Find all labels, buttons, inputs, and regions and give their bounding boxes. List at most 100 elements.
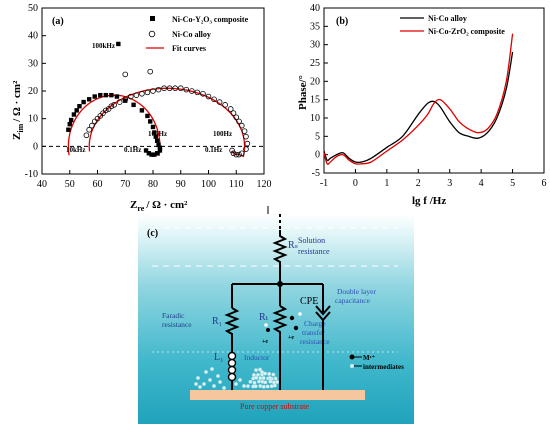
data-point-alloy	[155, 86, 162, 93]
deposit-particle	[271, 380, 276, 385]
data-point-composite	[153, 134, 158, 139]
deposit-particle	[209, 367, 214, 372]
data-points	[66, 41, 251, 158]
data-point-alloy	[233, 151, 240, 158]
electron-label-2: +e	[288, 335, 294, 341]
nyquist-plot: (a) 40 50 60 70 80 90 100 110 120-1001020304050 …	[11, 3, 272, 213]
data-point-composite	[145, 113, 150, 119]
deposit-particle	[193, 382, 198, 387]
deposit-particle	[267, 371, 272, 376]
data-point-composite	[109, 92, 114, 98]
y-axis-label-a-main: Z	[11, 133, 23, 140]
data-point-alloy	[194, 89, 201, 96]
y-tick-label: 25	[310, 58, 320, 69]
data-point-alloy	[133, 92, 140, 98]
faradic-label-1: Faradic	[162, 311, 185, 320]
series-line-composite	[323, 33, 514, 166]
intermediates-legend-dot	[350, 364, 354, 368]
data-point-alloy	[83, 132, 90, 139]
data-point-alloy	[227, 106, 234, 112]
data-point-alloy	[183, 86, 190, 93]
data-point-alloy	[177, 85, 184, 92]
y-tick-label: 15	[310, 95, 320, 106]
y-tick-label: 10	[310, 113, 320, 124]
r1-resistor	[224, 307, 240, 352]
deposit-particle	[197, 385, 202, 390]
anno-0p1hz-left: 0.1Hz	[124, 146, 141, 154]
data-point-alloy	[243, 146, 249, 152]
electrolyte-background	[138, 214, 414, 424]
x-tick-label: 40	[37, 179, 47, 190]
legend-b: Ni-Co alloy Ni-Co-ZrO₂ composite	[400, 14, 505, 36]
legend-a-entry-1: Ni-Co-Y₂O₃ composite	[172, 15, 249, 24]
plot-b-frame	[323, 7, 545, 174]
plot-a-ticks: 40 50 60 70 80 90 100 110 120 -10 0 10 20 30 40 50	[25, 3, 272, 190]
data-point-composite	[154, 138, 160, 143]
deposit-particle	[273, 376, 278, 381]
data-point-composite	[92, 94, 97, 99]
deposit-particle	[195, 376, 200, 381]
data-point-composite	[114, 94, 120, 99]
legend-b-entry-1: Ni-Co alloy	[428, 14, 467, 23]
rt-resistor	[272, 305, 288, 390]
electron-label-1: +e	[262, 339, 268, 345]
anno-0p1hz-right: 0.1Hz	[205, 146, 222, 154]
data-point-composite	[103, 92, 109, 98]
l1-label: L₁	[214, 352, 224, 363]
deposit-particle	[211, 384, 216, 389]
data-point-composite	[71, 112, 77, 117]
x-tick-label: 100	[201, 179, 216, 190]
substrate-label: Pure copper substrate	[240, 402, 309, 411]
copper-substrate	[190, 390, 365, 400]
data-point-composite	[152, 152, 157, 157]
deposit-particle	[201, 382, 206, 387]
data-point-composite	[139, 108, 145, 113]
data-point-composite	[123, 98, 128, 103]
data-point-alloy	[128, 93, 134, 100]
panel-b-label: (b)	[336, 16, 348, 27]
deposit-particle	[254, 375, 259, 380]
cpe-label: CPE	[300, 296, 318, 307]
x-axis-label-b: lg f /Hz	[412, 195, 446, 207]
ion-dot	[298, 312, 302, 316]
deposit-particles	[193, 367, 280, 391]
deposit-particle	[271, 372, 276, 377]
data-point-composite	[131, 102, 136, 108]
y-axis-label-a-rest: / Ω · cm²	[11, 80, 23, 123]
phase-plot: (b) -1 0 1 2 3 4 5 6 -5 0 5 10 15 20 25 30 35 40 Ni-Co al…	[297, 3, 547, 207]
data-point-composite	[154, 151, 160, 156]
double-layer-label-1: Double layer	[337, 287, 376, 296]
data-point-composite	[67, 122, 72, 127]
data-point-composite	[116, 41, 121, 47]
y-tick-label: 50	[28, 3, 38, 14]
deposit-particle	[255, 372, 260, 377]
data-point-composite	[150, 124, 156, 130]
deposit-particle	[241, 384, 246, 389]
deposit-particle	[221, 386, 226, 391]
data-point-alloy	[108, 103, 115, 110]
data-point-alloy	[86, 126, 92, 133]
data-point-composite	[148, 119, 153, 124]
data-point-alloy	[147, 68, 154, 75]
x-tick-label: 110	[229, 179, 244, 190]
data-point-alloy	[166, 85, 173, 92]
series-line-alloy	[323, 51, 514, 164]
double-layer-label-2: capacitance	[335, 296, 371, 305]
x-tick-label: 1	[384, 178, 389, 189]
y-tick-label: 30	[310, 40, 320, 51]
y-tick-label: 30	[28, 58, 38, 69]
data-point-composite	[157, 148, 163, 153]
data-point-alloy	[222, 102, 228, 108]
ion-dot	[293, 325, 299, 331]
legend-a-entry-3: Fit curves	[172, 44, 206, 53]
x-tick-label: 70	[120, 179, 130, 190]
x-tick-label: 3	[447, 178, 452, 189]
l1-inductor	[227, 351, 237, 382]
rs-label: Rₛ	[288, 240, 298, 251]
legend-marker-circle	[148, 30, 156, 38]
y-tick-label: 10	[28, 114, 38, 125]
data-point-alloy	[244, 140, 251, 147]
plot-b-ticks: -1 0 1 2 3 4 5 6 -5 0 5 10 15 20 25 30 35 40	[310, 3, 547, 189]
deposit-particle	[233, 382, 238, 387]
